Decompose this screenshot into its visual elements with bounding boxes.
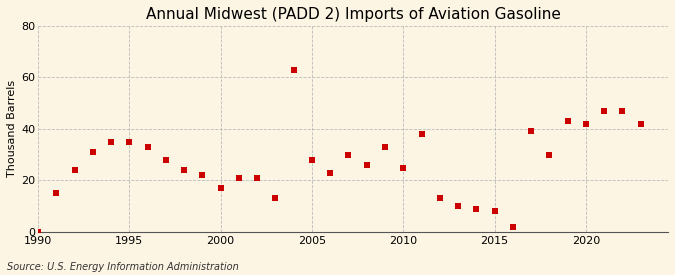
Point — [306, 158, 317, 162]
Title: Annual Midwest (PADD 2) Imports of Aviation Gasoline: Annual Midwest (PADD 2) Imports of Aviat… — [146, 7, 560, 22]
Point — [106, 140, 117, 144]
Point — [234, 176, 244, 180]
Y-axis label: Thousand Barrels: Thousand Barrels — [7, 80, 17, 177]
Point — [142, 145, 153, 149]
Point — [599, 109, 610, 113]
Point — [215, 186, 226, 190]
Point — [416, 132, 427, 136]
Point — [325, 170, 335, 175]
Point — [398, 165, 408, 170]
Point — [288, 67, 299, 72]
Text: Source: U.S. Energy Information Administration: Source: U.S. Energy Information Administ… — [7, 262, 238, 272]
Point — [489, 209, 500, 213]
Point — [435, 196, 446, 201]
Point — [32, 230, 43, 234]
Point — [580, 122, 591, 126]
Point — [124, 140, 135, 144]
Point — [252, 176, 263, 180]
Point — [453, 204, 464, 208]
Point — [508, 225, 518, 229]
Point — [270, 196, 281, 201]
Point — [179, 168, 190, 172]
Point — [51, 191, 61, 196]
Point — [635, 122, 646, 126]
Point — [544, 152, 555, 157]
Point — [379, 145, 390, 149]
Point — [471, 207, 482, 211]
Point — [526, 129, 537, 134]
Point — [69, 168, 80, 172]
Point — [161, 158, 171, 162]
Point — [361, 163, 372, 167]
Point — [617, 109, 628, 113]
Point — [562, 119, 573, 123]
Point — [87, 150, 98, 154]
Point — [197, 173, 208, 177]
Point — [343, 152, 354, 157]
